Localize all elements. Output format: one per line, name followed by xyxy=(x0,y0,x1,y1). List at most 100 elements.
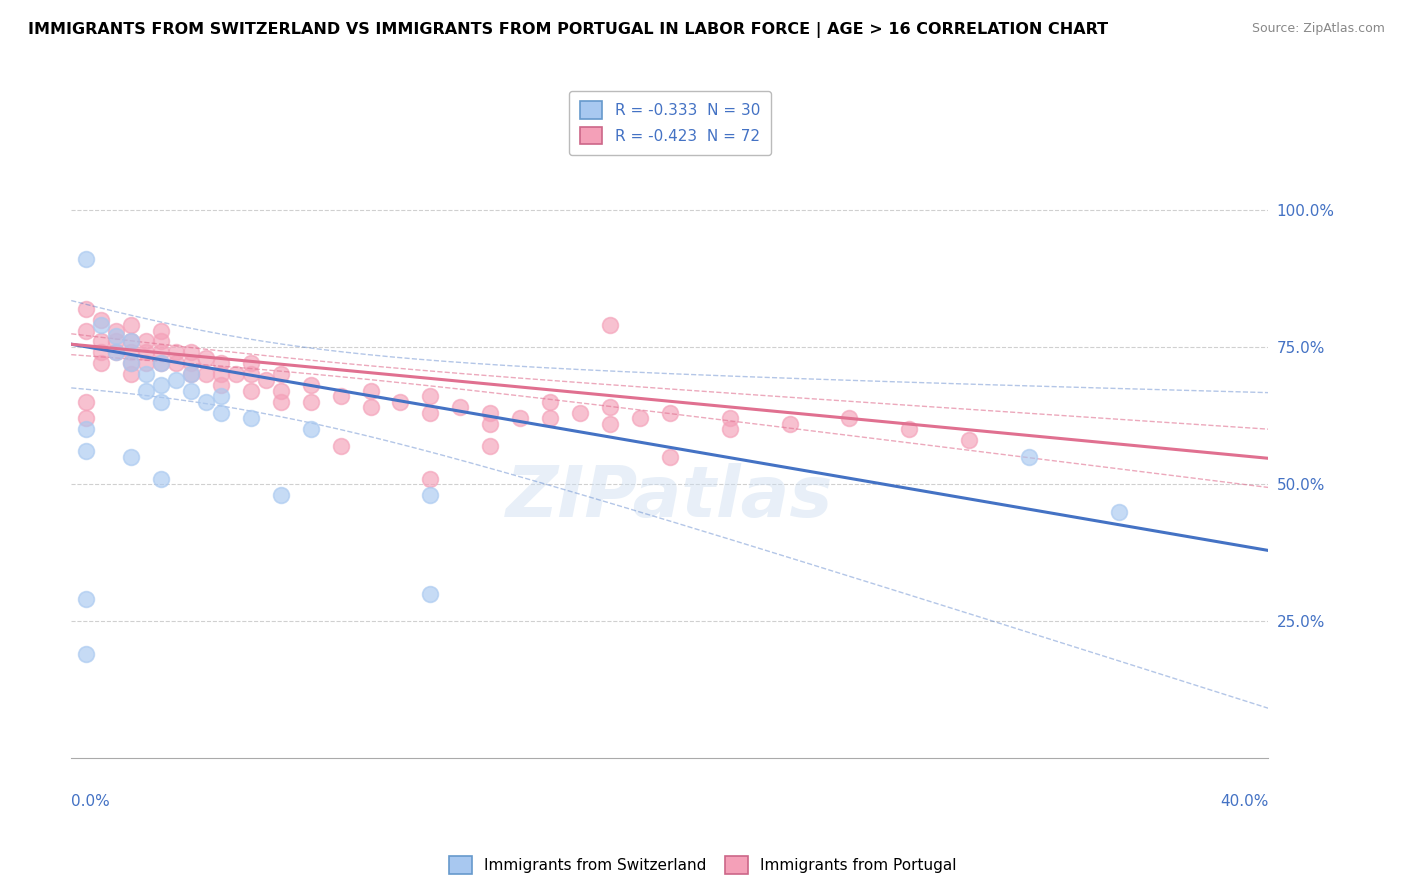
Point xyxy=(150,356,173,370)
Point xyxy=(389,394,412,409)
Point xyxy=(105,329,128,343)
Point xyxy=(254,373,277,387)
Point xyxy=(75,422,97,436)
Point xyxy=(838,411,860,425)
Point xyxy=(538,411,561,425)
Point xyxy=(150,394,173,409)
Point xyxy=(75,252,97,267)
Point xyxy=(299,394,322,409)
Point xyxy=(90,318,112,332)
Point xyxy=(479,406,502,420)
Point xyxy=(105,345,128,359)
Text: 0.0%: 0.0% xyxy=(72,794,110,809)
Point xyxy=(658,406,681,420)
Point xyxy=(180,368,202,382)
Point xyxy=(150,324,173,338)
Point xyxy=(329,389,352,403)
Point xyxy=(239,384,262,398)
Point xyxy=(194,368,217,382)
Point xyxy=(1108,504,1130,518)
Point xyxy=(150,345,173,359)
Point xyxy=(599,417,621,431)
Point xyxy=(360,384,382,398)
Point xyxy=(194,394,217,409)
Legend: Immigrants from Switzerland, Immigrants from Portugal: Immigrants from Switzerland, Immigrants … xyxy=(443,850,963,880)
Point xyxy=(165,373,187,387)
Point xyxy=(718,411,741,425)
Point xyxy=(599,318,621,332)
Text: 40.0%: 40.0% xyxy=(1220,794,1268,809)
Point xyxy=(225,368,247,382)
Point xyxy=(150,472,173,486)
Point xyxy=(135,368,157,382)
Point xyxy=(75,444,97,458)
Point xyxy=(898,422,921,436)
Point xyxy=(135,345,157,359)
Point xyxy=(270,488,292,502)
Point xyxy=(105,345,128,359)
Point xyxy=(194,351,217,365)
Point xyxy=(120,368,142,382)
Point xyxy=(135,384,157,398)
Point xyxy=(270,368,292,382)
Point xyxy=(180,356,202,370)
Point xyxy=(150,334,173,349)
Point xyxy=(135,356,157,370)
Point xyxy=(1018,450,1040,464)
Point xyxy=(209,368,232,382)
Point xyxy=(957,434,980,448)
Point xyxy=(360,401,382,415)
Text: Source: ZipAtlas.com: Source: ZipAtlas.com xyxy=(1251,22,1385,36)
Point xyxy=(180,384,202,398)
Point xyxy=(120,334,142,349)
Point xyxy=(165,356,187,370)
Point xyxy=(75,592,97,607)
Point xyxy=(299,378,322,392)
Point xyxy=(209,406,232,420)
Point xyxy=(628,411,651,425)
Point xyxy=(75,411,97,425)
Point xyxy=(180,368,202,382)
Point xyxy=(150,356,173,370)
Point xyxy=(120,356,142,370)
Point xyxy=(209,389,232,403)
Point xyxy=(120,318,142,332)
Point xyxy=(120,356,142,370)
Point xyxy=(419,389,441,403)
Point xyxy=(75,647,97,661)
Point xyxy=(209,378,232,392)
Point xyxy=(90,312,112,326)
Point xyxy=(120,345,142,359)
Point xyxy=(209,356,232,370)
Point xyxy=(419,472,441,486)
Point xyxy=(120,450,142,464)
Point xyxy=(75,324,97,338)
Point xyxy=(90,345,112,359)
Legend: R = -0.333  N = 30, R = -0.423  N = 72: R = -0.333 N = 30, R = -0.423 N = 72 xyxy=(569,91,770,155)
Point xyxy=(239,368,262,382)
Point xyxy=(419,406,441,420)
Point xyxy=(75,301,97,316)
Text: ZIPatlas: ZIPatlas xyxy=(506,463,834,533)
Point xyxy=(718,422,741,436)
Point xyxy=(270,384,292,398)
Point xyxy=(658,450,681,464)
Point xyxy=(105,324,128,338)
Point xyxy=(135,334,157,349)
Point xyxy=(239,356,262,370)
Point xyxy=(299,422,322,436)
Point xyxy=(449,401,471,415)
Point xyxy=(270,394,292,409)
Point xyxy=(90,356,112,370)
Point xyxy=(329,439,352,453)
Point xyxy=(779,417,801,431)
Point xyxy=(180,345,202,359)
Point xyxy=(509,411,531,425)
Point xyxy=(479,417,502,431)
Point xyxy=(165,345,187,359)
Point xyxy=(105,334,128,349)
Text: IMMIGRANTS FROM SWITZERLAND VS IMMIGRANTS FROM PORTUGAL IN LABOR FORCE | AGE > 1: IMMIGRANTS FROM SWITZERLAND VS IMMIGRANT… xyxy=(28,22,1108,38)
Point xyxy=(569,406,592,420)
Point xyxy=(120,334,142,349)
Point xyxy=(538,394,561,409)
